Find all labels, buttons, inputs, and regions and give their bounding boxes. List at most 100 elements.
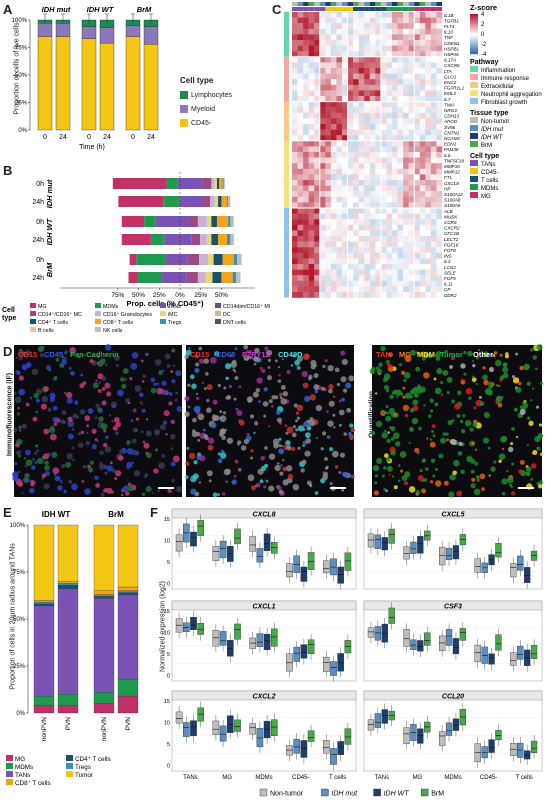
box bbox=[190, 720, 197, 737]
cell-dot bbox=[449, 474, 456, 481]
heatmap-cell bbox=[436, 191, 443, 197]
heatmap-cell bbox=[297, 236, 304, 242]
heatmap-cell bbox=[436, 96, 443, 102]
heatmap-cell bbox=[342, 62, 348, 69]
cell-dot bbox=[460, 363, 466, 369]
cell-dot bbox=[48, 426, 56, 434]
cell-dot bbox=[202, 428, 206, 432]
cell-dot bbox=[154, 359, 162, 366]
bar-segment-Tregs bbox=[222, 178, 224, 189]
cell-dot bbox=[99, 461, 103, 466]
annotation-tissue bbox=[342, 2, 348, 6]
cell-dot bbox=[186, 446, 190, 450]
heatmap-cell bbox=[408, 241, 415, 248]
heatmap-cell bbox=[375, 79, 382, 85]
cell-dot bbox=[217, 383, 221, 388]
heatmap-cell bbox=[375, 280, 382, 287]
cell-dot bbox=[320, 386, 325, 391]
cell-dot bbox=[530, 463, 537, 469]
heatmap-cell bbox=[353, 174, 359, 181]
heatmap-cell bbox=[386, 230, 393, 237]
heatmap-cell bbox=[386, 28, 393, 35]
heatmap-cell bbox=[303, 101, 309, 108]
heatmap-cell bbox=[303, 135, 309, 141]
cell-dot bbox=[411, 417, 419, 425]
cell-dot bbox=[530, 399, 533, 402]
heatmap-cell bbox=[330, 236, 337, 242]
legend-label: MDMs bbox=[103, 304, 119, 310]
cell-dot bbox=[532, 355, 537, 360]
heatmap-cell bbox=[303, 79, 309, 85]
bar-segment-Tregs bbox=[228, 216, 231, 227]
cell-dot bbox=[139, 392, 144, 398]
box bbox=[452, 638, 460, 655]
bar-segment-MG bbox=[121, 234, 151, 245]
heatmap-cell bbox=[297, 252, 304, 259]
cell-dot bbox=[237, 440, 242, 445]
heatmap-cell bbox=[297, 68, 304, 74]
heatmap-cell bbox=[342, 135, 348, 141]
heatmap-cell bbox=[347, 163, 354, 169]
bar-segment-CD16gran bbox=[197, 272, 206, 283]
cell-dot bbox=[25, 349, 32, 357]
heatmap-cell bbox=[375, 230, 382, 237]
cell-dot bbox=[247, 474, 255, 482]
legend-swatch bbox=[6, 755, 13, 761]
cell-dot bbox=[40, 403, 47, 410]
heatmap-cell bbox=[364, 264, 370, 270]
heatmap-cell bbox=[297, 79, 304, 85]
cell-dot bbox=[51, 451, 58, 458]
cell-dot bbox=[435, 403, 439, 406]
cell-dot bbox=[450, 439, 457, 446]
gene-label: FGF16 bbox=[444, 242, 459, 247]
heatmap-cell bbox=[403, 224, 409, 231]
heatmap-cell bbox=[325, 247, 332, 253]
box bbox=[403, 727, 410, 744]
cell-dot bbox=[421, 488, 427, 494]
heatmap-cell bbox=[375, 124, 382, 130]
heatmap-cell bbox=[408, 292, 415, 298]
heatmap-cell bbox=[425, 90, 432, 97]
heatmap-cell bbox=[319, 12, 326, 18]
heatmap-cell bbox=[386, 202, 393, 209]
heatmap-cell bbox=[314, 236, 320, 242]
cell-dot bbox=[328, 388, 333, 394]
cell-dot bbox=[286, 465, 293, 472]
cell-dot bbox=[61, 464, 66, 469]
heatmap-cell bbox=[347, 219, 354, 225]
annotation-tissue bbox=[369, 2, 376, 6]
cell-dot bbox=[119, 449, 124, 454]
heatmap-cell bbox=[297, 213, 304, 220]
heatmap-cell bbox=[375, 101, 382, 108]
box bbox=[488, 739, 495, 753]
cell-dot bbox=[263, 414, 267, 418]
annotation-tissue bbox=[325, 2, 331, 6]
heatmap-cell bbox=[325, 185, 332, 192]
bar-segment-MG bbox=[112, 178, 167, 189]
group-title: BrM bbox=[108, 510, 124, 519]
cell-dot bbox=[82, 465, 87, 469]
cell-dot bbox=[101, 400, 107, 406]
cell-dot bbox=[209, 356, 217, 364]
heatmap-cell bbox=[347, 180, 354, 186]
heatmap-cell bbox=[392, 40, 398, 46]
legend-label: CD4⁺ T cells bbox=[75, 756, 111, 763]
cell-dot bbox=[251, 357, 254, 360]
bar-segment-CD14CD16 bbox=[191, 234, 201, 245]
cell-dot bbox=[536, 446, 541, 451]
legend-swatch bbox=[66, 763, 73, 769]
cell-dot bbox=[21, 351, 27, 356]
heatmap-cell bbox=[358, 23, 365, 29]
cell-dot bbox=[153, 468, 159, 474]
gene-label: GLO1 bbox=[444, 74, 457, 79]
heatmap-cell bbox=[336, 17, 343, 24]
heatmap-cell bbox=[297, 73, 304, 80]
gene-label: FAM38 bbox=[444, 147, 459, 152]
heatmap-cell bbox=[392, 135, 398, 141]
box bbox=[197, 707, 204, 722]
cell-dot bbox=[501, 491, 506, 496]
heatmap-cell bbox=[392, 191, 398, 197]
heatmap-cell bbox=[364, 40, 370, 46]
heatmap-cell bbox=[314, 213, 320, 220]
heatmap-cell bbox=[297, 12, 304, 18]
